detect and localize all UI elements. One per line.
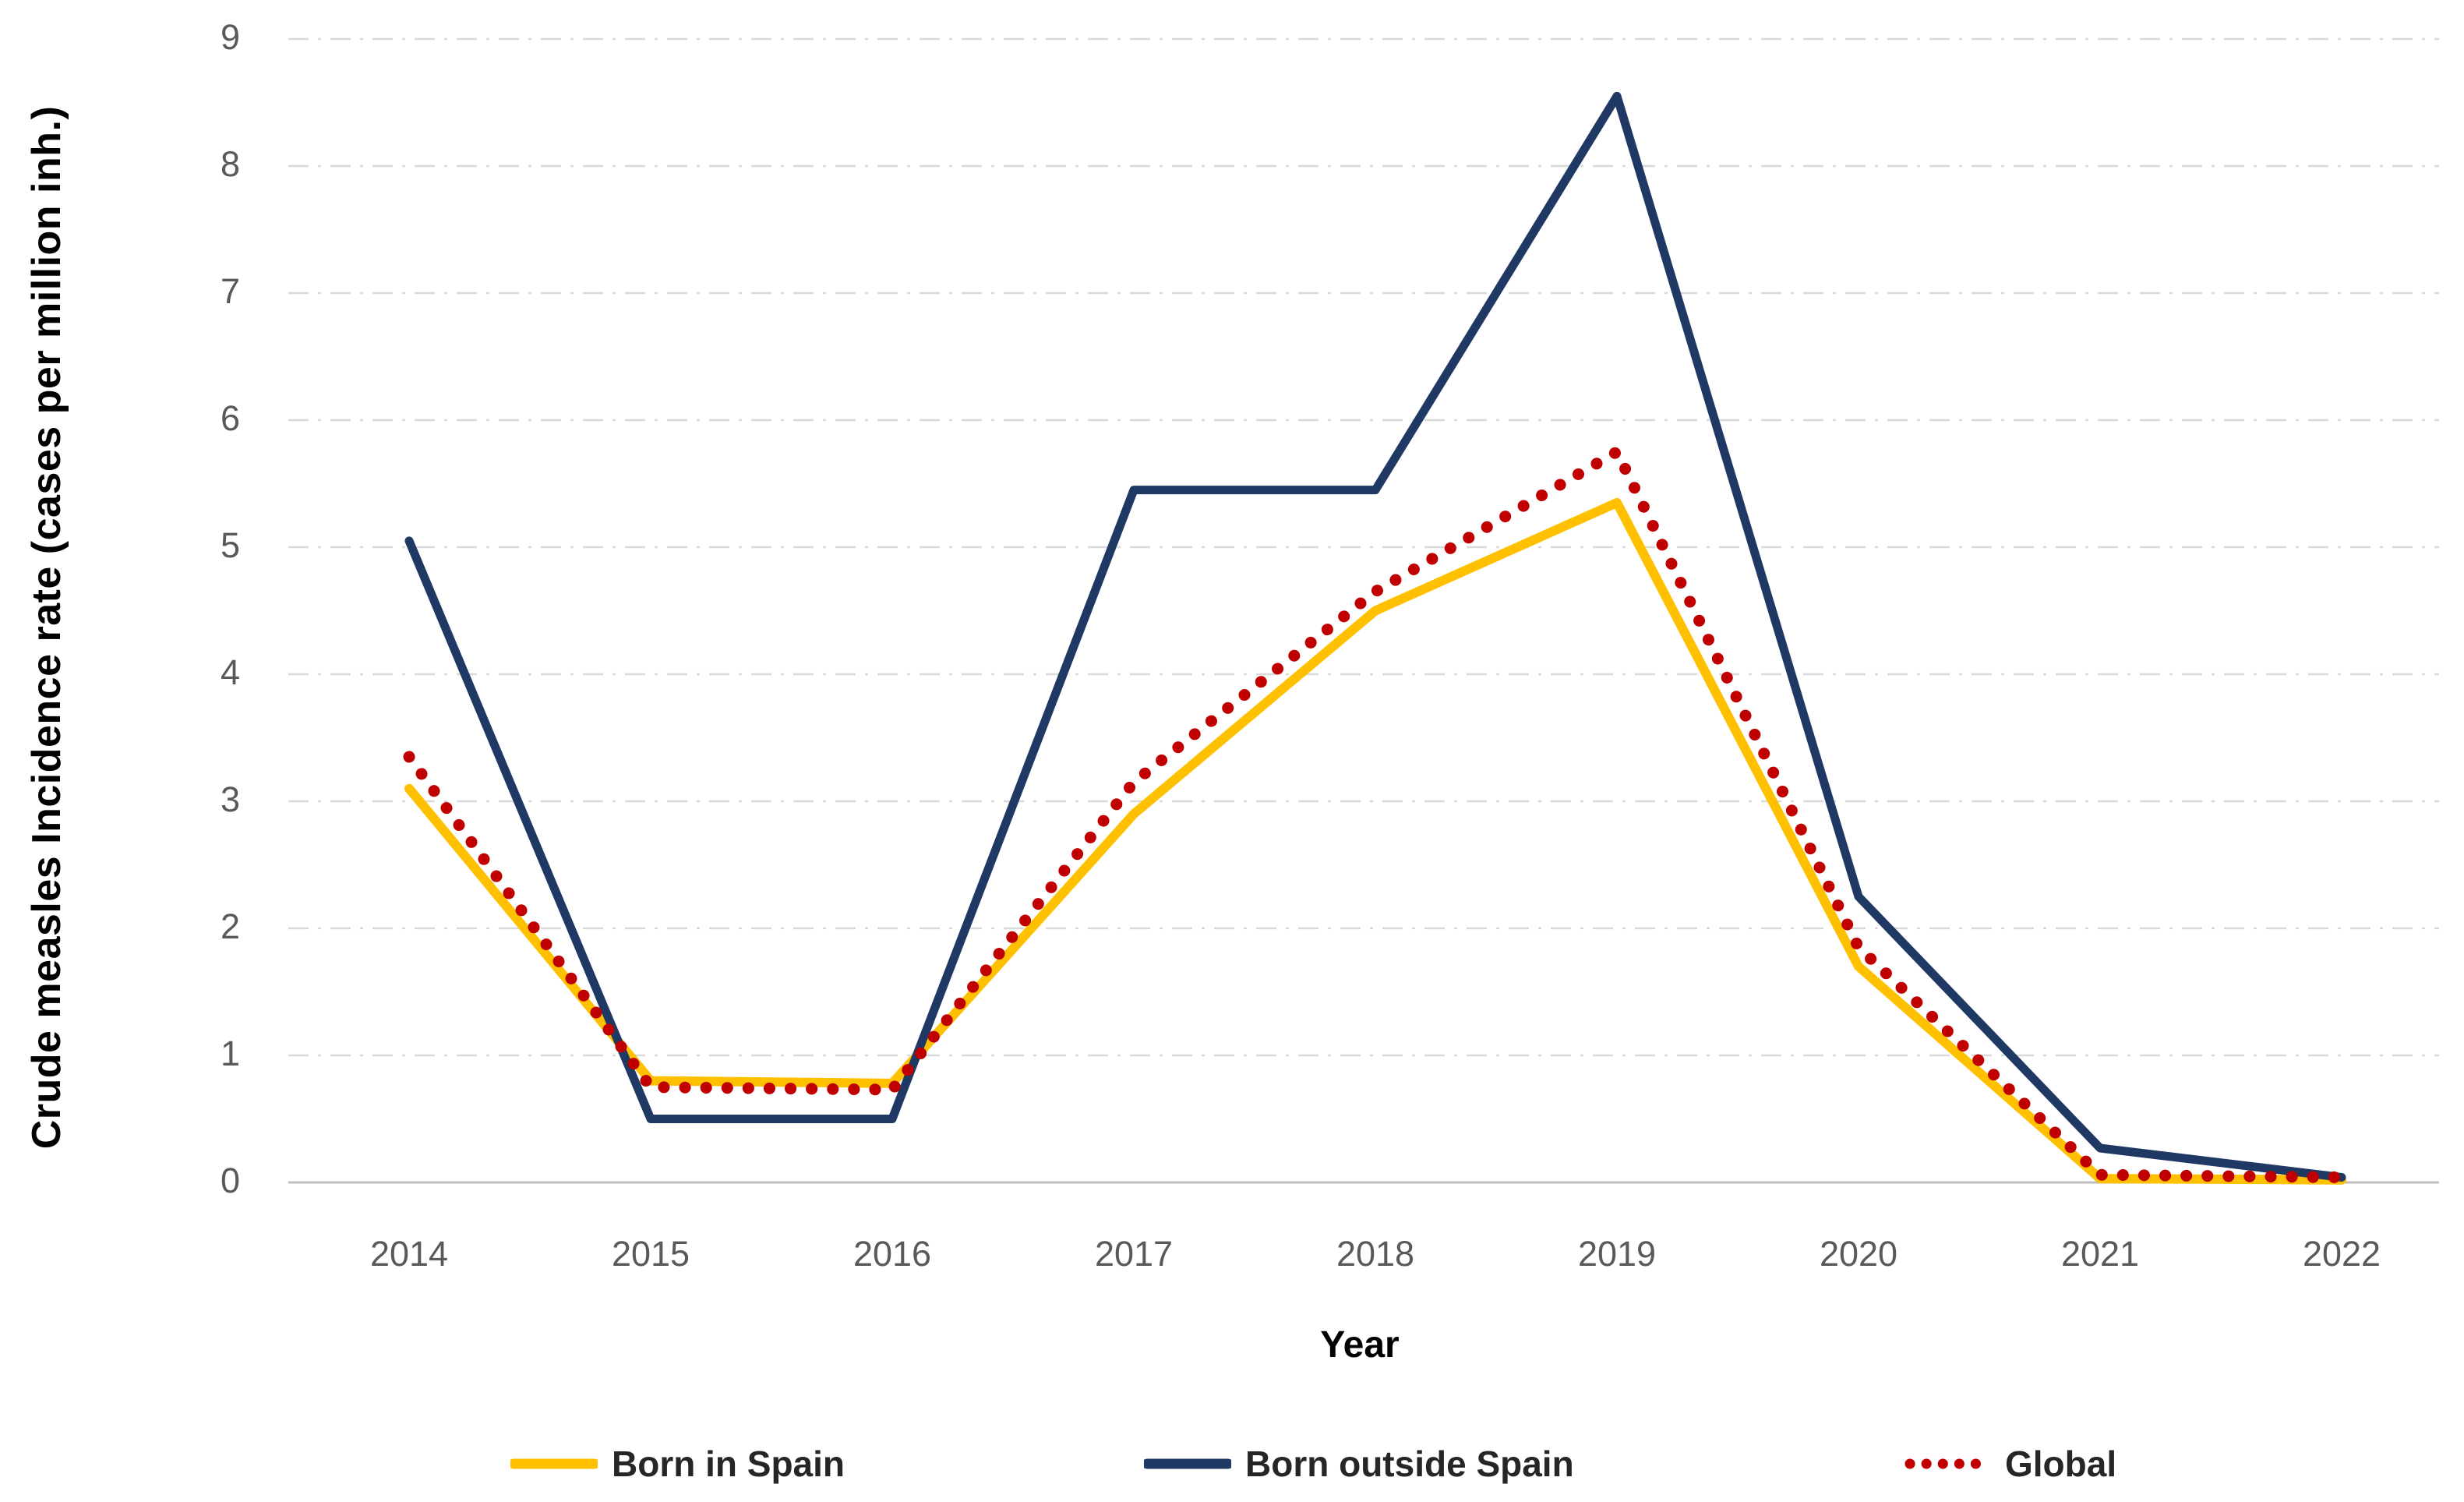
y-tick-label: 9 <box>220 17 240 57</box>
x-tick-label: 2016 <box>853 1234 932 1274</box>
legend: Born in Spain Born outside Spain Global <box>0 1433 2464 1495</box>
x-tick-label: 2018 <box>1336 1234 1415 1274</box>
x-tick-label: 2014 <box>369 1234 449 1274</box>
y-tick-label: 0 <box>220 1161 240 1200</box>
y-axis-title: Crude measles Incidence rate (cases per … <box>24 105 69 1150</box>
legend-label-born-outside-spain: Born outside Spain <box>1245 1444 1574 1484</box>
series-line-global <box>403 446 2348 1183</box>
y-tick-label: 1 <box>220 1034 240 1073</box>
dotted-line-swatch-icon <box>1904 1458 1991 1469</box>
y-tick-label: 8 <box>220 144 240 184</box>
y-tick-label: 2 <box>220 907 240 946</box>
legend-label-global: Global <box>2005 1444 2117 1484</box>
series-line-born-in-spain <box>404 497 2346 1185</box>
legend-label-born-in-spain: Born in Spain <box>612 1444 845 1484</box>
x-tick-label: 2022 <box>2302 1234 2381 1274</box>
y-tick-label: 7 <box>220 271 240 311</box>
legend-item-born-in-spain: Born in Spain <box>510 1433 845 1495</box>
y-tick-label: 5 <box>220 525 240 565</box>
y-tick-label: 4 <box>220 652 240 692</box>
x-tick-label: 2020 <box>1819 1234 1898 1274</box>
x-tick-label: 2017 <box>1094 1234 1174 1274</box>
solid-line-swatch-icon <box>510 1458 598 1469</box>
legend-item-global: Global <box>1904 1433 2116 1495</box>
solid-line-swatch-icon <box>1144 1458 1231 1469</box>
y-tick-label: 3 <box>220 779 240 819</box>
y-tick-label: 6 <box>220 398 240 438</box>
series-line-born-outside-spain <box>404 91 2346 1182</box>
x-axis-title: Year <box>1320 1324 1400 1366</box>
legend-item-born-outside-spain: Born outside Spain <box>1144 1433 1574 1495</box>
x-tick-label: 2015 <box>611 1234 690 1274</box>
x-tick-label: 2019 <box>1577 1234 1657 1274</box>
x-tick-label: 2021 <box>2060 1234 2140 1274</box>
